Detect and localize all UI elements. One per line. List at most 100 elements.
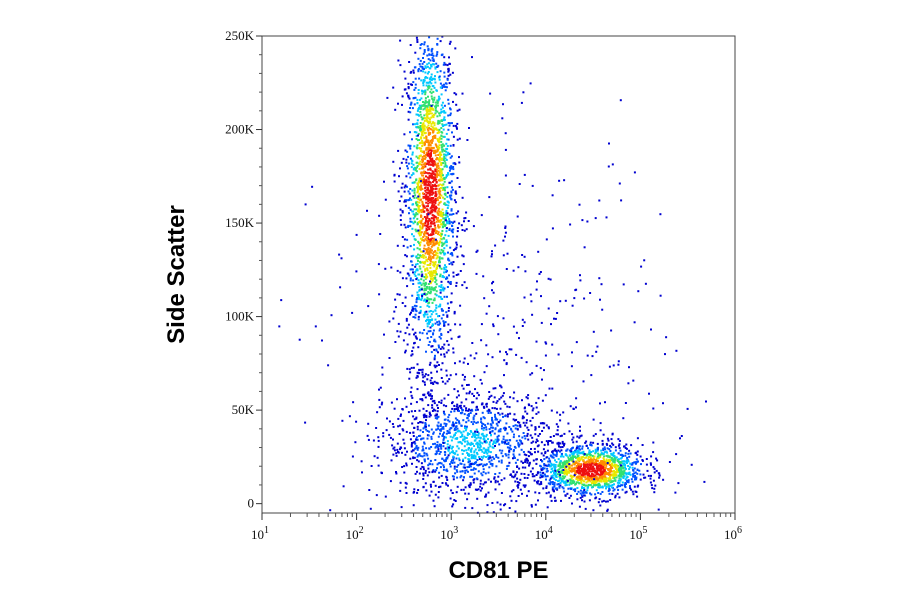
event-dot [668, 461, 671, 463]
event-dot [380, 403, 383, 406]
event-dot [539, 471, 542, 474]
event-dot [423, 90, 425, 93]
event-dot [620, 464, 622, 467]
event-dot [609, 484, 612, 487]
event-dot [546, 475, 549, 478]
event-dot [584, 441, 587, 444]
event-dot [412, 163, 415, 166]
event-dot [423, 183, 426, 186]
event-dot [609, 444, 612, 447]
event-dot [458, 108, 461, 111]
event-dot [560, 478, 563, 481]
event-dot [412, 435, 415, 437]
event-dot [549, 494, 552, 497]
event-dot [436, 404, 439, 407]
event-dot [418, 248, 421, 251]
event-dot [602, 453, 605, 455]
event-dot [574, 461, 577, 464]
event-dot [584, 470, 587, 473]
event-dot [435, 452, 438, 455]
event-dot [419, 65, 422, 68]
event-dot [628, 455, 631, 458]
event-dot [540, 295, 542, 298]
event-dot [437, 190, 440, 193]
event-dot [575, 440, 578, 443]
event-dot [450, 337, 453, 340]
event-dot [520, 448, 523, 451]
event-dot [544, 450, 547, 453]
event-dot [421, 296, 424, 299]
event-dot [528, 463, 531, 466]
event-dot [481, 422, 484, 425]
event-dot [508, 507, 511, 509]
event-dot [446, 430, 449, 432]
event-dot [472, 416, 475, 419]
event-dot [575, 448, 578, 451]
event-dot [388, 420, 391, 423]
event-dot [397, 322, 400, 325]
event-dot [425, 350, 427, 353]
event-dot [451, 172, 454, 175]
event-dot [577, 476, 580, 479]
event-dot [484, 424, 487, 427]
event-dot [608, 473, 610, 476]
event-dot [423, 79, 426, 82]
event-dot [590, 463, 593, 466]
event-dot [463, 413, 466, 416]
event-dot [529, 419, 532, 422]
event-dot [437, 130, 440, 133]
event-dot [425, 154, 427, 156]
event-dot [436, 446, 439, 449]
event-dot [440, 93, 443, 96]
event-dot [417, 207, 420, 210]
event-dot [377, 436, 380, 439]
event-dot [441, 148, 444, 151]
event-dot [437, 122, 440, 125]
event-dot [517, 443, 520, 446]
event-dot [447, 280, 450, 283]
event-dot [578, 472, 581, 475]
event-dot [475, 477, 478, 480]
event-dot [384, 495, 387, 498]
event-dot [481, 474, 484, 477]
event-dot [404, 453, 407, 456]
event-dot [431, 252, 434, 255]
event-dot [430, 435, 433, 438]
event-dot [542, 454, 545, 457]
event-dot [455, 243, 458, 246]
event-dot [426, 184, 429, 187]
event-dot [543, 463, 546, 465]
event-dot [447, 172, 449, 175]
event-dot [428, 180, 430, 183]
event-dot [535, 438, 538, 441]
event-dot [438, 201, 441, 204]
event-dot [427, 47, 430, 50]
event-dot [437, 203, 440, 206]
event-dot [559, 482, 562, 484]
event-dot [439, 347, 442, 350]
event-dot [490, 394, 493, 397]
event-dot [589, 453, 592, 456]
event-dot [430, 50, 433, 53]
event-dot [628, 366, 630, 369]
event-dot [603, 475, 606, 478]
event-dot [419, 255, 422, 257]
event-dot [412, 203, 415, 206]
event-dot [605, 487, 607, 490]
event-dot [473, 478, 476, 481]
event-dot [457, 464, 460, 467]
event-dot [439, 423, 442, 426]
event-dot [425, 227, 428, 230]
event-dot [603, 470, 606, 473]
event-dot [414, 77, 417, 80]
event-dot [544, 452, 547, 455]
event-dot [439, 70, 442, 73]
event-dot [503, 477, 506, 480]
event-dot [542, 467, 544, 470]
event-dot [582, 490, 585, 493]
event-dot [420, 43, 423, 45]
event-dot [432, 173, 435, 176]
event-dot [438, 210, 441, 213]
event-dot [558, 475, 561, 478]
event-dot [443, 324, 446, 327]
